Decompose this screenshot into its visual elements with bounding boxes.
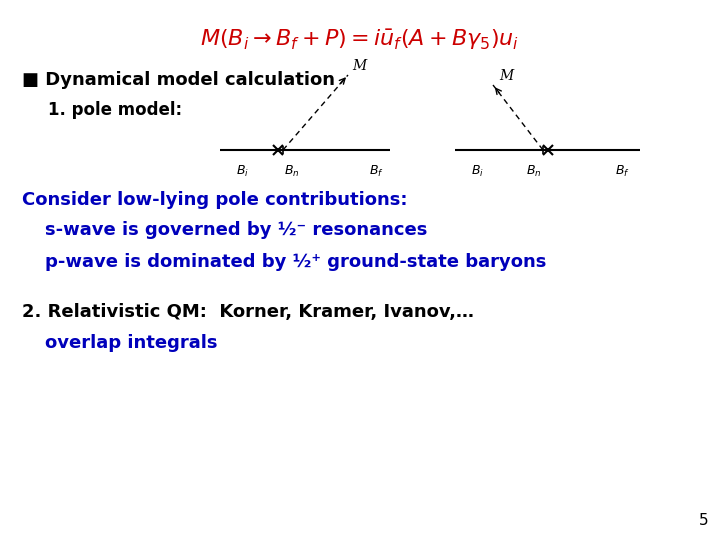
- Text: M: M: [499, 69, 513, 83]
- Text: $B_n$: $B_n$: [284, 164, 300, 179]
- Text: $B_i$: $B_i$: [235, 164, 248, 179]
- Text: M: M: [352, 59, 366, 73]
- Text: $M(B_i \rightarrow B_f + P) = i\bar{u}_f(A + B\gamma_5)u_i$: $M(B_i \rightarrow B_f + P) = i\bar{u}_f…: [200, 28, 520, 52]
- Text: 2. Relativistic QM:  Korner, Kramer, Ivanov,…: 2. Relativistic QM: Korner, Kramer, Ivan…: [22, 303, 474, 321]
- Text: 5: 5: [698, 513, 708, 528]
- Text: overlap integrals: overlap integrals: [45, 334, 217, 352]
- Text: $B_f$: $B_f$: [369, 164, 383, 179]
- Text: $B_n$: $B_n$: [526, 164, 541, 179]
- Text: p-wave is dominated by ½⁺ ground-state baryons: p-wave is dominated by ½⁺ ground-state b…: [45, 253, 546, 271]
- Text: ■ Dynamical model calculation: ■ Dynamical model calculation: [22, 71, 335, 89]
- Text: s-wave is governed by ½⁻ resonances: s-wave is governed by ½⁻ resonances: [45, 221, 428, 239]
- Text: 1. pole model:: 1. pole model:: [48, 101, 182, 119]
- Text: $B_f$: $B_f$: [615, 164, 629, 179]
- Text: $B_i$: $B_i$: [470, 164, 484, 179]
- Text: Consider low-lying pole contributions:: Consider low-lying pole contributions:: [22, 191, 408, 209]
